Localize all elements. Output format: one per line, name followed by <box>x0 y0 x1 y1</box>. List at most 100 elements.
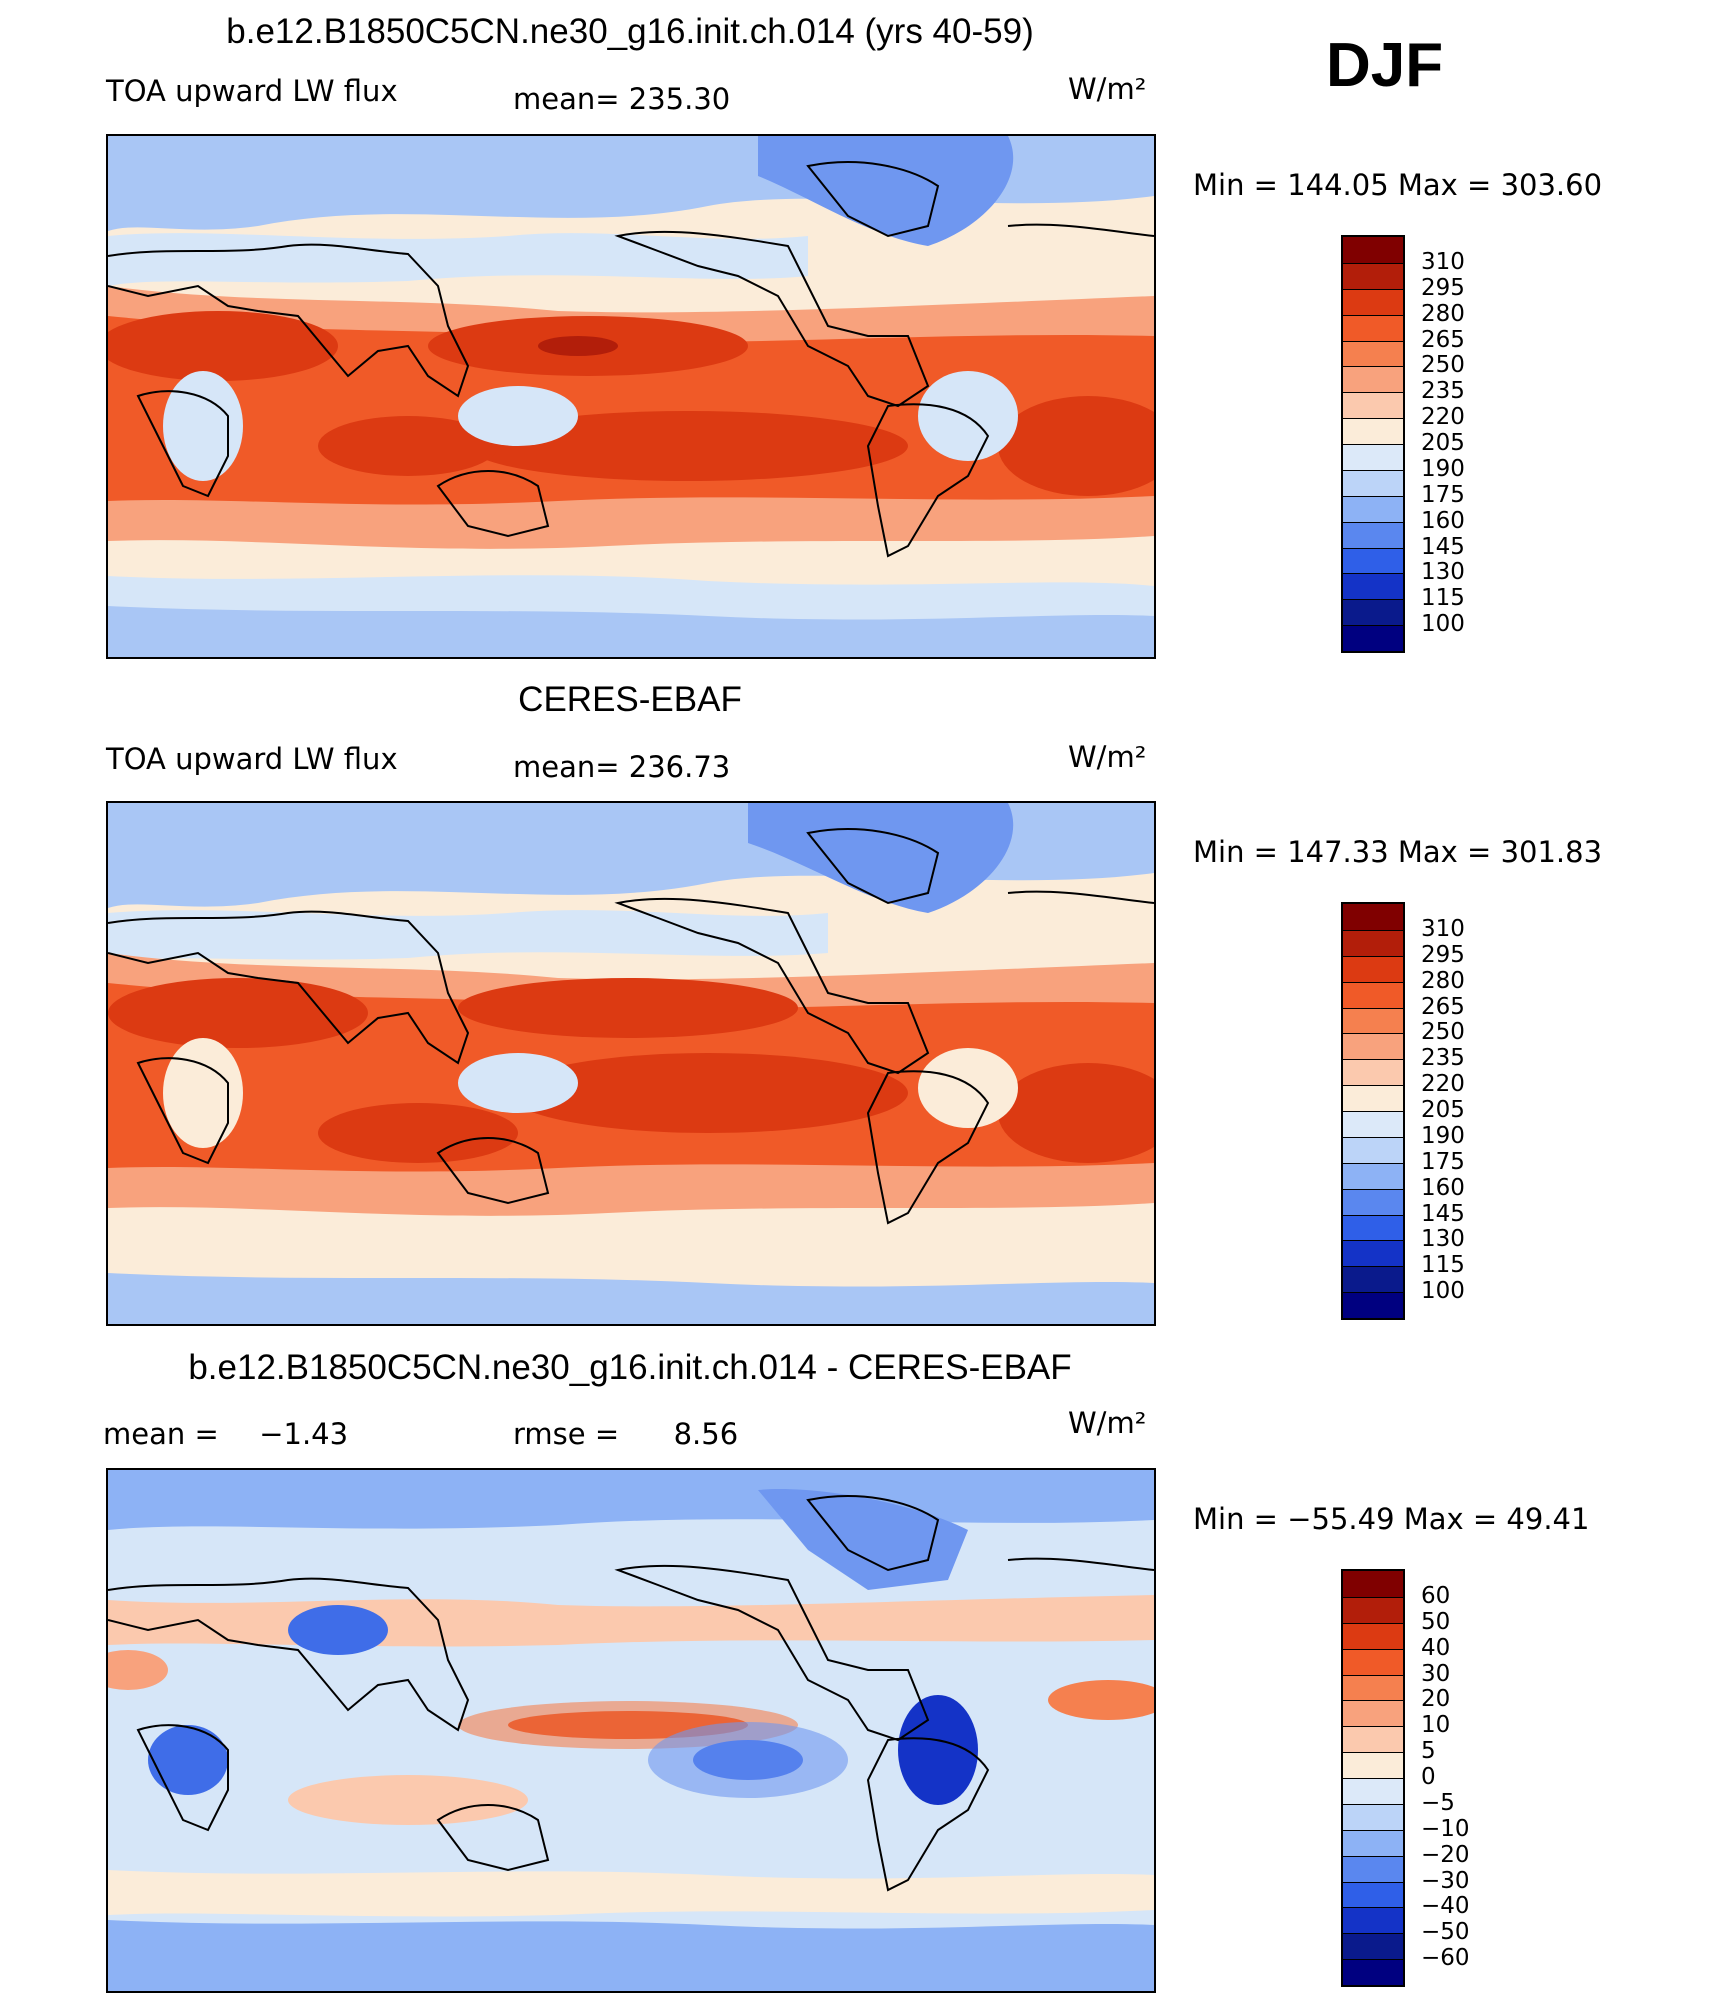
colorbar-tick-label: 250 <box>1421 1019 1465 1046</box>
map-3-tibet-bias <box>288 1605 388 1655</box>
panel-3-rmse-label: rmse = <box>513 1417 620 1451</box>
panel-2-title: CERES-EBAF <box>518 680 742 719</box>
panel-1-mean: mean= 235.30 <box>513 82 730 116</box>
panel-2-minmax: Min = 147.33 Max = 301.83 <box>1193 835 1603 869</box>
colorbar-tick-label: 205 <box>1421 1097 1465 1123</box>
colorbar-segment <box>1343 340 1403 367</box>
panel-2-variable: TOA upward LW flux <box>106 742 398 776</box>
colorbar-segment <box>1343 1240 1403 1267</box>
colorbar-segment <box>1343 1648 1403 1675</box>
colorbar-segment <box>1343 1829 1403 1856</box>
colorbar-segment <box>1343 418 1403 444</box>
panel-2-units: W/m² <box>1068 740 1147 774</box>
panel-2-colorbar <box>1341 902 1405 1320</box>
panel-3-map <box>106 1468 1156 1993</box>
map-1-maritime-continent <box>458 386 578 446</box>
panel-3-minmax: Min = −55.49 Max = 49.41 <box>1193 1502 1590 1536</box>
map-3-greenland <box>758 1489 968 1590</box>
colorbar-tick-label: 310 <box>1421 915 1465 942</box>
colorbar-tick-label: 30 <box>1421 1660 1451 1687</box>
panel-3-mean: mean = −1.43 <box>103 1417 348 1451</box>
map-3-amazon-bias <box>898 1695 978 1805</box>
map-1-congo <box>163 371 243 481</box>
colorbar-segment <box>1343 1752 1403 1778</box>
panel-1-mean-value: 235.30 <box>628 82 731 116</box>
map-3-southern-ocean <box>108 1870 1154 1917</box>
colorbar-tick-label: 220 <box>1421 404 1465 431</box>
map-2-spac-high <box>508 1053 908 1133</box>
colorbar-tick-label: 60 <box>1421 1582 1451 1609</box>
colorbar-segment <box>1343 1085 1403 1111</box>
colorbar-segment <box>1343 547 1403 574</box>
colorbar-segment <box>1343 1059 1403 1086</box>
colorbar-tick-label: 220 <box>1421 1071 1465 1098</box>
colorbar-tick-label: 175 <box>1421 481 1465 508</box>
colorbar-tick-label: 280 <box>1421 300 1465 327</box>
colorbar-segment <box>1343 955 1403 982</box>
colorbar-segment <box>1343 1674 1403 1701</box>
colorbar-segment <box>1343 1111 1403 1137</box>
colorbar-segment <box>1343 444 1403 470</box>
map-1-npac-core <box>538 336 618 356</box>
map-2-antarctic <box>108 1273 1154 1324</box>
panel-1-map <box>106 134 1156 659</box>
colorbar-tick-label: 0 <box>1421 1764 1436 1790</box>
colorbar-segment <box>1343 288 1403 315</box>
panel-2-mean: mean= 236.73 <box>513 750 730 784</box>
colorbar-segment <box>1343 1803 1403 1830</box>
colorbar-segment <box>1343 1907 1403 1934</box>
panel-1-title: b.e12.B1850C5CN.ne30_g16.init.ch.014 (yr… <box>226 12 1034 51</box>
panel-3-rmse: rmse = 8.56 <box>513 1417 738 1451</box>
colorbar-tick-label: 205 <box>1421 430 1465 456</box>
map-2-satl-high <box>998 1063 1154 1163</box>
colorbar-tick-label: 5 <box>1421 1738 1436 1765</box>
colorbar-tick-label: 160 <box>1421 507 1465 534</box>
colorbar-segment <box>1343 469 1403 496</box>
colorbar-tick-label: 115 <box>1421 585 1465 612</box>
panel-3-units: W/m² <box>1068 1406 1147 1440</box>
colorbar-tick-label: −5 <box>1421 1789 1455 1816</box>
colorbar-segment <box>1343 1571 1403 1597</box>
colorbar-segment <box>1343 392 1403 419</box>
colorbar-segment <box>1343 981 1403 1008</box>
map-2-sahara <box>108 978 368 1048</box>
panel-1-colorbar <box>1341 235 1405 653</box>
colorbar-segment <box>1343 1596 1403 1623</box>
colorbar-segment <box>1343 1622 1403 1649</box>
colorbar-tick-label: 40 <box>1421 1634 1451 1661</box>
panel-1-units: W/m² <box>1068 72 1147 106</box>
panel-3-rmse-value: 8.56 <box>673 1417 739 1451</box>
panel-2-mean-label: mean= <box>513 750 620 784</box>
map-1-satl-high <box>998 396 1154 496</box>
colorbar-tick-label: −40 <box>1421 1893 1470 1920</box>
colorbar-tick-label: 190 <box>1421 455 1465 482</box>
map-3-africa-bias <box>148 1725 228 1795</box>
panel-2-mean-value: 236.73 <box>628 750 731 784</box>
colorbar-tick-label: −60 <box>1421 1945 1470 1972</box>
map-3-antarctic <box>108 1920 1154 1991</box>
panel-3-title: b.e12.B1850C5CN.ne30_g16.init.ch.014 - C… <box>188 1348 1072 1387</box>
colorbar-segment <box>1343 904 1403 930</box>
colorbar-tick-label: −20 <box>1421 1841 1470 1868</box>
panel-2-map <box>106 801 1156 1326</box>
map-2-greenland <box>748 803 1014 913</box>
colorbar-segment <box>1343 1033 1403 1060</box>
colorbar-segment <box>1343 495 1403 522</box>
map-1-coastlines <box>108 161 1154 558</box>
panel-1-map-svg <box>108 136 1154 657</box>
panel-2-map-svg <box>108 803 1154 1324</box>
panel-1-variable: TOA upward LW flux <box>106 74 398 108</box>
colorbar-segment <box>1343 573 1403 600</box>
colorbar-tick-label: 160 <box>1421 1174 1465 1201</box>
colorbar-tick-label: −50 <box>1421 1919 1470 1946</box>
map-2-indian-ocean <box>318 1103 518 1163</box>
colorbar-tick-label: 145 <box>1421 1200 1465 1227</box>
colorbar-segment <box>1343 929 1403 956</box>
season-label: DJF <box>1326 31 1444 100</box>
map-1-antarctic <box>108 606 1154 657</box>
colorbar-tick-label: 100 <box>1421 1278 1465 1305</box>
map-2-congo <box>163 1038 243 1148</box>
panel-3-mean-label: mean = <box>103 1417 219 1451</box>
colorbar-tick-label: 190 <box>1421 1122 1465 1149</box>
colorbar-tick-label: 130 <box>1421 1226 1465 1253</box>
